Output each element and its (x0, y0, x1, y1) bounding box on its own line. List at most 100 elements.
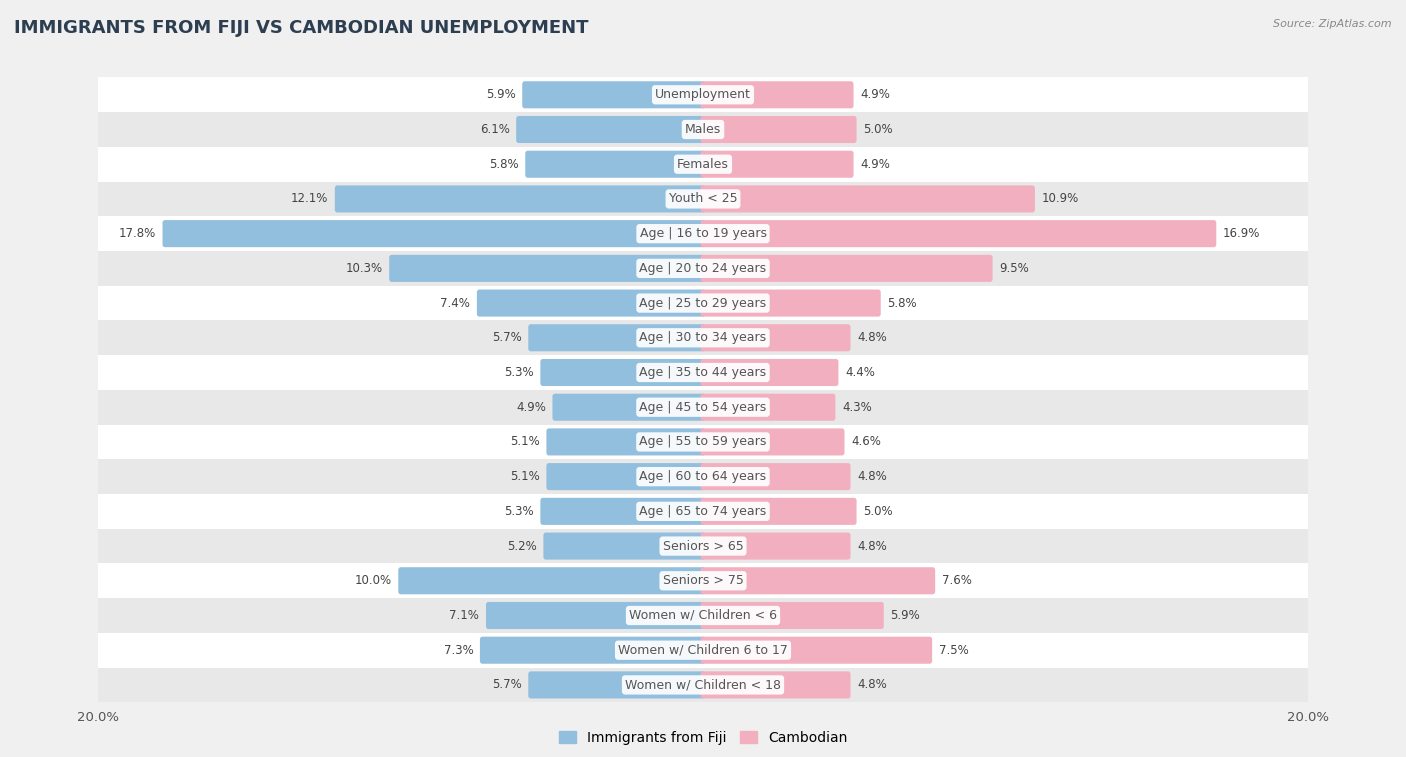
Text: Age | 20 to 24 years: Age | 20 to 24 years (640, 262, 766, 275)
FancyBboxPatch shape (529, 324, 706, 351)
FancyBboxPatch shape (553, 394, 706, 421)
FancyBboxPatch shape (479, 637, 706, 664)
FancyBboxPatch shape (700, 463, 851, 491)
Text: 5.7%: 5.7% (492, 332, 522, 344)
FancyBboxPatch shape (700, 81, 853, 108)
FancyBboxPatch shape (700, 116, 856, 143)
Text: 4.8%: 4.8% (858, 678, 887, 691)
FancyBboxPatch shape (398, 567, 706, 594)
Text: Women w/ Children < 18: Women w/ Children < 18 (626, 678, 780, 691)
Text: Age | 25 to 29 years: Age | 25 to 29 years (640, 297, 766, 310)
Text: 10.3%: 10.3% (346, 262, 382, 275)
Text: Age | 16 to 19 years: Age | 16 to 19 years (640, 227, 766, 240)
FancyBboxPatch shape (700, 151, 853, 178)
Text: 5.7%: 5.7% (492, 678, 522, 691)
FancyBboxPatch shape (98, 320, 1308, 355)
Text: 4.8%: 4.8% (858, 470, 887, 483)
FancyBboxPatch shape (389, 255, 706, 282)
FancyBboxPatch shape (163, 220, 706, 248)
Text: 17.8%: 17.8% (118, 227, 156, 240)
Text: Source: ZipAtlas.com: Source: ZipAtlas.com (1274, 19, 1392, 29)
Text: Age | 30 to 34 years: Age | 30 to 34 years (640, 332, 766, 344)
Text: Women w/ Children 6 to 17: Women w/ Children 6 to 17 (619, 643, 787, 657)
Text: 5.0%: 5.0% (863, 123, 893, 136)
Text: 4.8%: 4.8% (858, 540, 887, 553)
FancyBboxPatch shape (98, 563, 1308, 598)
FancyBboxPatch shape (98, 147, 1308, 182)
FancyBboxPatch shape (98, 528, 1308, 563)
Text: 9.5%: 9.5% (1000, 262, 1029, 275)
Text: 10.0%: 10.0% (354, 575, 392, 587)
FancyBboxPatch shape (700, 637, 932, 664)
Text: 7.3%: 7.3% (443, 643, 474, 657)
FancyBboxPatch shape (700, 532, 851, 559)
FancyBboxPatch shape (543, 532, 706, 559)
FancyBboxPatch shape (98, 633, 1308, 668)
Text: Age | 65 to 74 years: Age | 65 to 74 years (640, 505, 766, 518)
Text: Youth < 25: Youth < 25 (669, 192, 737, 205)
Text: 4.6%: 4.6% (851, 435, 882, 448)
Text: 5.3%: 5.3% (505, 366, 534, 379)
Text: Women w/ Children < 6: Women w/ Children < 6 (628, 609, 778, 622)
Text: 6.1%: 6.1% (479, 123, 509, 136)
Text: 4.8%: 4.8% (858, 332, 887, 344)
Text: 12.1%: 12.1% (291, 192, 328, 205)
Text: Seniors > 75: Seniors > 75 (662, 575, 744, 587)
FancyBboxPatch shape (486, 602, 706, 629)
Text: 5.9%: 5.9% (890, 609, 920, 622)
FancyBboxPatch shape (98, 425, 1308, 459)
FancyBboxPatch shape (547, 428, 706, 456)
FancyBboxPatch shape (700, 289, 880, 316)
FancyBboxPatch shape (98, 182, 1308, 217)
Text: Age | 35 to 44 years: Age | 35 to 44 years (640, 366, 766, 379)
FancyBboxPatch shape (700, 602, 884, 629)
FancyBboxPatch shape (700, 394, 835, 421)
Text: 7.1%: 7.1% (450, 609, 479, 622)
FancyBboxPatch shape (700, 359, 838, 386)
Text: Age | 55 to 59 years: Age | 55 to 59 years (640, 435, 766, 448)
FancyBboxPatch shape (529, 671, 706, 699)
Text: 5.0%: 5.0% (863, 505, 893, 518)
FancyBboxPatch shape (477, 289, 706, 316)
Text: 10.9%: 10.9% (1042, 192, 1078, 205)
Text: 7.4%: 7.4% (440, 297, 470, 310)
Text: 5.9%: 5.9% (486, 89, 516, 101)
FancyBboxPatch shape (98, 217, 1308, 251)
Text: Males: Males (685, 123, 721, 136)
Text: IMMIGRANTS FROM FIJI VS CAMBODIAN UNEMPLOYMENT: IMMIGRANTS FROM FIJI VS CAMBODIAN UNEMPL… (14, 19, 589, 37)
Text: Unemployment: Unemployment (655, 89, 751, 101)
Text: 4.9%: 4.9% (860, 89, 890, 101)
FancyBboxPatch shape (335, 185, 706, 213)
FancyBboxPatch shape (98, 77, 1308, 112)
FancyBboxPatch shape (700, 185, 1035, 213)
FancyBboxPatch shape (98, 598, 1308, 633)
FancyBboxPatch shape (700, 428, 845, 456)
FancyBboxPatch shape (547, 463, 706, 491)
Text: 5.1%: 5.1% (510, 470, 540, 483)
Legend: Immigrants from Fiji, Cambodian: Immigrants from Fiji, Cambodian (554, 725, 852, 750)
FancyBboxPatch shape (98, 355, 1308, 390)
FancyBboxPatch shape (700, 220, 1216, 248)
FancyBboxPatch shape (98, 668, 1308, 702)
FancyBboxPatch shape (700, 255, 993, 282)
FancyBboxPatch shape (700, 324, 851, 351)
FancyBboxPatch shape (526, 151, 706, 178)
FancyBboxPatch shape (98, 251, 1308, 285)
FancyBboxPatch shape (98, 494, 1308, 528)
FancyBboxPatch shape (98, 112, 1308, 147)
Text: Females: Females (678, 157, 728, 171)
Text: 4.3%: 4.3% (842, 400, 872, 414)
FancyBboxPatch shape (700, 567, 935, 594)
Text: 4.4%: 4.4% (845, 366, 875, 379)
Text: 16.9%: 16.9% (1223, 227, 1260, 240)
FancyBboxPatch shape (98, 285, 1308, 320)
Text: 5.3%: 5.3% (505, 505, 534, 518)
Text: Seniors > 65: Seniors > 65 (662, 540, 744, 553)
Text: 7.6%: 7.6% (942, 575, 972, 587)
FancyBboxPatch shape (98, 390, 1308, 425)
FancyBboxPatch shape (540, 498, 706, 525)
Text: 5.8%: 5.8% (887, 297, 917, 310)
Text: Age | 45 to 54 years: Age | 45 to 54 years (640, 400, 766, 414)
FancyBboxPatch shape (98, 459, 1308, 494)
Text: 5.8%: 5.8% (489, 157, 519, 171)
